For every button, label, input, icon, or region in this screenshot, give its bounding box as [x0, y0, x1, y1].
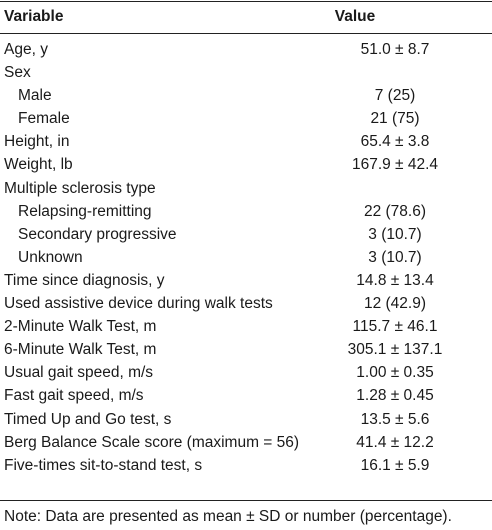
row-value: 51.0 ± 8.7	[360, 41, 430, 58]
row-value: 115.7 ± 46.1	[352, 318, 438, 336]
table-row: Multiple sclerosis type	[0, 177, 492, 200]
header-rule	[0, 33, 492, 34]
table-row: Unknown 3 (10.7)	[0, 246, 492, 269]
header-value: Value	[334, 8, 376, 25]
table-row: 6-Minute Walk Test, m 305.1 ± 137.1	[0, 338, 492, 361]
row-label: Relapsing-remitting	[18, 202, 152, 220]
table-row: Usual gait speed, m/s 1.00 ± 0.35	[0, 361, 492, 384]
row-value: 22 (78.6)	[363, 202, 427, 220]
row-label: Berg Balance Scale score (maximum = 56)	[4, 433, 300, 451]
row-label: Male	[18, 87, 52, 105]
row-label: Age, y	[4, 41, 48, 58]
table-body: Age, y 51.0 ± 8.7 Sex Male 7 (25) Female 21 (7…	[0, 38, 492, 477]
table-note: Note: Data are presented as mean ± SD or…	[4, 508, 452, 525]
table-row: Used assistive device during walk tests 1…	[0, 292, 492, 315]
table-header: Variable Value	[0, 6, 492, 32]
row-label: Sex	[4, 64, 31, 82]
table-row: Age, y 51.0 ± 8.7	[0, 38, 492, 61]
row-label: Time since diagnosis, y	[4, 271, 165, 289]
table-row: Relapsing-remitting 22 (78.6)	[0, 200, 492, 223]
table-row: Height, in 65.4 ± 3.8	[0, 130, 492, 153]
row-label: Height, in	[4, 133, 70, 151]
table-row: 2-Minute Walk Test, m 115.7 ± 46.1	[0, 315, 492, 338]
bottom-rule	[0, 500, 492, 501]
row-value: 1.28 ± 0.45	[356, 387, 434, 405]
table-row: Sex	[0, 61, 492, 84]
row-label: Weight, lb	[4, 156, 73, 174]
row-label: Unknown	[18, 248, 83, 266]
row-value: 65.4 ± 3.8	[360, 133, 430, 151]
row-label: 2-Minute Walk Test, m	[4, 318, 157, 336]
row-label: 6-Minute Walk Test, m	[4, 341, 157, 359]
top-rule	[0, 1, 492, 2]
row-value: 21 (75)	[370, 110, 420, 128]
row-label: Five-times sit-to-stand test, s	[4, 456, 203, 474]
table-row: Timed Up and Go test, s 13.5 ± 5.6	[0, 408, 492, 431]
row-label: Fast gait speed, m/s	[4, 387, 144, 405]
table-row: Secondary progressive 3 (10.7)	[0, 223, 492, 246]
row-value: 305.1 ± 137.1	[347, 341, 443, 359]
row-label: Female	[18, 110, 70, 128]
table-row: Weight, lb 167.9 ± 42.4	[0, 153, 492, 176]
row-value: 14.8 ± 13.4	[356, 271, 434, 289]
row-value: 13.5 ± 5.6	[360, 410, 430, 428]
table-row: Female 21 (75)	[0, 107, 492, 130]
table-row: Fast gait speed, m/s 1.28 ± 0.45	[0, 384, 492, 407]
row-label: Used assistive device during walk tests	[4, 295, 273, 313]
row-value: 7 (25)	[374, 87, 416, 105]
table-row: Male 7 (25)	[0, 84, 492, 107]
row-label: Usual gait speed, m/s	[4, 364, 154, 382]
row-value: 3 (10.7)	[368, 248, 422, 266]
row-label: Secondary progressive	[18, 225, 177, 243]
table-row: Five-times sit-to-stand test, s 16.1 ± 5.…	[0, 454, 492, 477]
row-value: 16.1 ± 5.9	[360, 456, 430, 474]
row-value: 12 (42.9)	[363, 295, 427, 313]
row-value: 1.00 ± 0.35	[356, 364, 434, 382]
table-row: Time since diagnosis, y 14.8 ± 13.4	[0, 269, 492, 292]
row-value: 3 (10.7)	[368, 225, 422, 243]
header-variable: Variable	[4, 8, 64, 25]
row-value: 41.4 ± 12.2	[356, 433, 434, 451]
row-label: Multiple sclerosis type	[4, 179, 156, 197]
row-value: 167.9 ± 42.4	[351, 156, 439, 174]
table-row: Berg Balance Scale score (maximum = 56) 4…	[0, 431, 492, 454]
row-label: Timed Up and Go test, s	[4, 410, 172, 428]
